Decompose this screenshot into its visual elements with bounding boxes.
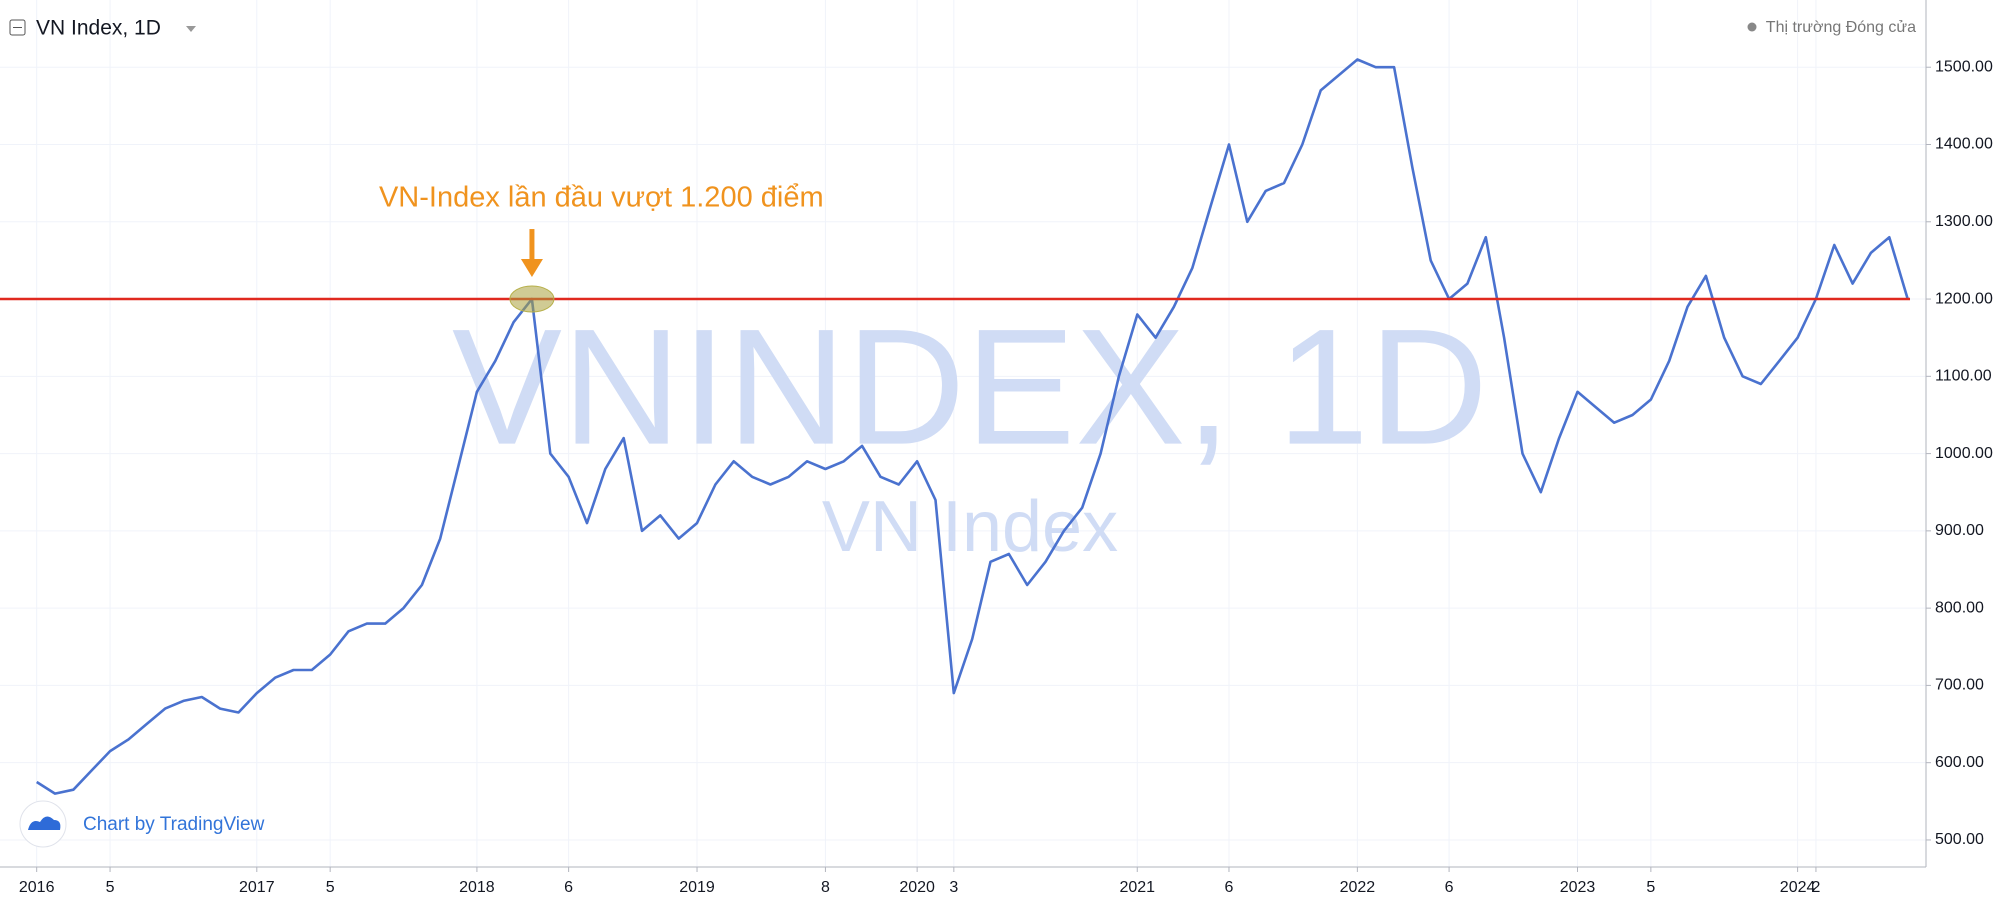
x-tick-label: 6 bbox=[564, 879, 573, 896]
x-tick-label: 5 bbox=[326, 879, 335, 896]
watermark-subtitle: VN Index bbox=[822, 487, 1118, 567]
x-tick-label: 2017 bbox=[239, 879, 275, 896]
x-tick-label: 6 bbox=[1225, 879, 1234, 896]
x-tick-label: 2016 bbox=[19, 879, 55, 896]
logo-cloud bbox=[28, 816, 61, 830]
credit[interactable]: Chart by TradingView bbox=[83, 814, 265, 835]
y-tick-label: 1200.00 bbox=[1935, 290, 1993, 307]
y-tick-label: 1400.00 bbox=[1935, 136, 1993, 153]
x-tick-label: 2020 bbox=[899, 879, 935, 896]
x-tick-label: 2023 bbox=[1560, 879, 1596, 896]
x-tick-label: 3 bbox=[949, 879, 958, 896]
x-tick-label: 5 bbox=[106, 879, 115, 896]
price-line bbox=[36, 58, 1909, 795]
y-tick-label: 1100.00 bbox=[1935, 368, 1992, 385]
status-dot bbox=[1747, 22, 1757, 32]
y-tick-label: 600.00 bbox=[1935, 754, 1984, 771]
chart-title: VN Index, 1D bbox=[36, 17, 161, 40]
x-tick-label: 2024 bbox=[1780, 879, 1816, 896]
watermark: VNINDEX, 1D bbox=[452, 295, 1488, 479]
plot: VN-Index lần đầu vượt 1.200 điểm bbox=[0, 58, 1910, 795]
x-tick-label: 5 bbox=[1646, 879, 1655, 896]
y-tick-label: 1500.00 bbox=[1935, 58, 1993, 75]
y-tick-label: 700.00 bbox=[1935, 677, 1984, 694]
arrow-head bbox=[520, 259, 543, 278]
dropdown-icon[interactable] bbox=[186, 26, 196, 32]
collapse-icon[interactable] bbox=[9, 19, 26, 36]
x-tick-label: 2021 bbox=[1119, 879, 1155, 896]
x-tick-label: 8 bbox=[821, 879, 830, 896]
market-status: Thị trường Đóng cửa bbox=[1766, 19, 1916, 36]
x-tick-label: 2019 bbox=[679, 879, 715, 896]
grid bbox=[0, 0, 1926, 867]
y-tick-label: 500.00 bbox=[1935, 831, 1984, 848]
x-tick-label: 2022 bbox=[1340, 879, 1376, 896]
x-tick-label: 6 bbox=[1445, 879, 1454, 896]
x-tick-label: 2018 bbox=[459, 879, 495, 896]
highlight bbox=[509, 285, 555, 313]
y-tick-label: 1000.00 bbox=[1935, 445, 1993, 462]
y-tick-label: 900.00 bbox=[1935, 522, 1984, 539]
annotation: VN-Index lần đầu vượt 1.200 điểm bbox=[379, 182, 824, 214]
x-tick-label: 2 bbox=[1811, 879, 1820, 896]
y-tick-label: 1300.00 bbox=[1935, 213, 1993, 230]
y-tick-label: 800.00 bbox=[1935, 599, 1984, 616]
